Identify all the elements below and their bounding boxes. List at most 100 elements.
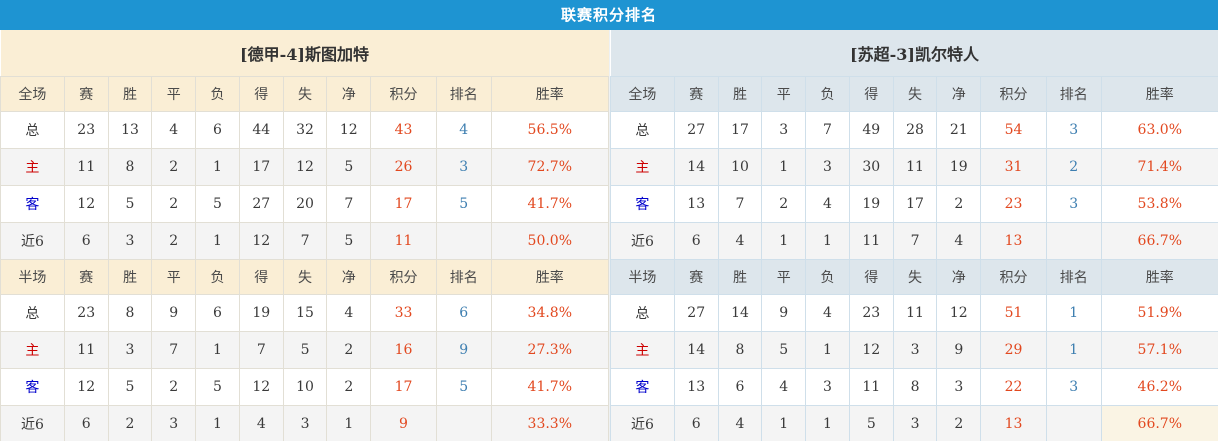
row-label: 近6 [610, 405, 675, 441]
stat-cell: 1 [195, 148, 240, 186]
winrate-cell: 57.1% [1100, 331, 1218, 369]
table-row: 客 12 5 2 5 27 20 7 17 5 41.7% [0, 185, 610, 223]
stat-cell: 11 [848, 222, 894, 260]
rank-cell: 3 [435, 148, 492, 186]
row-label: 近6 [0, 405, 65, 441]
stat-cell: 12 [63, 185, 109, 223]
stat-cell: 12 [326, 111, 372, 149]
col-header: 负 [805, 76, 850, 112]
row-label: 主 [0, 148, 65, 186]
stat-cell: 4 [805, 294, 850, 332]
points-cell: 11 [370, 222, 437, 260]
rank-cell: 4 [435, 111, 492, 149]
stat-cell: 6 [673, 405, 719, 441]
stat-cell: 21 [936, 111, 982, 149]
row-label: 主 [0, 331, 65, 369]
stat-cell: 23 [63, 111, 109, 149]
stat-cell: 11 [892, 294, 938, 332]
stat-cell: 1 [761, 405, 807, 441]
stat-cell: 11 [63, 148, 109, 186]
col-header: 积分 [370, 76, 437, 112]
stat-cell: 6 [195, 294, 240, 332]
rank-cell: 2 [1045, 148, 1102, 186]
stat-cell: 28 [892, 111, 938, 149]
winrate-cell: 41.7% [490, 185, 610, 223]
rank-cell: 1 [1045, 294, 1102, 332]
stat-cell: 5 [282, 331, 328, 369]
table-row: 近6 6 3 2 1 12 7 5 11 50.0% [0, 222, 610, 260]
stat-cell: 2 [326, 331, 372, 369]
col-header: 负 [805, 259, 850, 295]
table-row: 总 23 13 4 6 44 32 12 43 4 56.5% [0, 111, 610, 149]
stat-cell: 23 [848, 294, 894, 332]
col-header: 失 [282, 76, 328, 112]
stat-cell: 3 [805, 368, 850, 406]
stat-cell: 9 [761, 294, 807, 332]
stat-cell: 5 [107, 368, 153, 406]
section-header-row: 半场赛胜平负得失净积分 排名 胜率 [0, 259, 610, 295]
col-header: 胜 [717, 259, 763, 295]
winrate-cell: 53.8% [1100, 185, 1218, 223]
col-header: 积分 [980, 76, 1047, 112]
winrate-cell: 50.0% [490, 222, 610, 260]
section-label: 半场 [610, 259, 675, 295]
stat-cell: 15 [282, 294, 328, 332]
stat-cell: 7 [805, 111, 850, 149]
row-label: 主 [610, 331, 675, 369]
team-title: [苏超-3]凯尔特人 [610, 30, 1218, 77]
stat-cell: 9 [151, 294, 197, 332]
stat-cell: 1 [195, 331, 240, 369]
stat-cell: 1 [805, 405, 850, 441]
row-label: 近6 [0, 222, 65, 260]
table-row: 总 23 8 9 6 19 15 4 33 6 34.8% [0, 294, 610, 332]
winrate-cell: 63.0% [1100, 111, 1218, 149]
winrate-cell: 27.3% [490, 331, 610, 369]
table-row: 客 13 7 2 4 19 17 2 23 3 53.8% [610, 185, 1218, 223]
table-row: 主 11 8 2 1 17 12 5 26 3 72.7% [0, 148, 610, 186]
stat-cell: 2 [151, 222, 197, 260]
section-header-row: 全场赛胜平负得失净积分 排名 胜率 [610, 76, 1218, 112]
stats-table: [德甲-4]斯图加特 全场赛胜平负得失净积分 排名 胜率总 23 13 4 6 44 32 12 43… [0, 30, 610, 441]
row-label: 总 [0, 294, 65, 332]
stat-cell: 1 [326, 405, 372, 441]
col-header: 胜 [717, 76, 763, 112]
stat-cell: 3 [892, 331, 938, 369]
stat-cell: 2 [151, 185, 197, 223]
stat-cell: 12 [238, 368, 284, 406]
winrate-cell: 46.2% [1100, 368, 1218, 406]
stat-cell: 14 [673, 331, 719, 369]
stat-cell: 27 [673, 294, 719, 332]
stat-cell: 32 [282, 111, 328, 149]
stat-cell: 11 [63, 331, 109, 369]
row-label: 客 [0, 185, 65, 223]
col-header: 赛 [673, 259, 719, 295]
stat-cell: 20 [282, 185, 328, 223]
stat-cell: 13 [673, 368, 719, 406]
col-header: 失 [892, 259, 938, 295]
stat-cell: 7 [717, 185, 763, 223]
points-cell: 9 [370, 405, 437, 441]
col-header: 赛 [673, 76, 719, 112]
stat-cell: 12 [63, 368, 109, 406]
stat-cell: 4 [151, 111, 197, 149]
col-header: 胜率 [1100, 259, 1218, 295]
stat-cell: 5 [107, 185, 153, 223]
team-title-row: [德甲-4]斯图加特 [0, 30, 609, 77]
col-header: 赛 [63, 76, 109, 112]
points-cell: 17 [370, 368, 437, 406]
col-header: 平 [761, 76, 807, 112]
col-header: 排名 [435, 259, 492, 295]
winrate-cell: 51.9% [1100, 294, 1218, 332]
rank-cell: 3 [1045, 368, 1102, 406]
stat-cell: 11 [848, 368, 894, 406]
stat-cell: 10 [282, 368, 328, 406]
winrate-cell: 72.7% [490, 148, 610, 186]
stat-cell: 5 [761, 331, 807, 369]
stat-cell: 19 [848, 185, 894, 223]
section-label: 全场 [610, 76, 675, 112]
col-header: 净 [936, 76, 982, 112]
points-cell: 26 [370, 148, 437, 186]
row-label: 总 [610, 294, 675, 332]
stat-cell: 6 [63, 222, 109, 260]
stat-cell: 8 [892, 368, 938, 406]
